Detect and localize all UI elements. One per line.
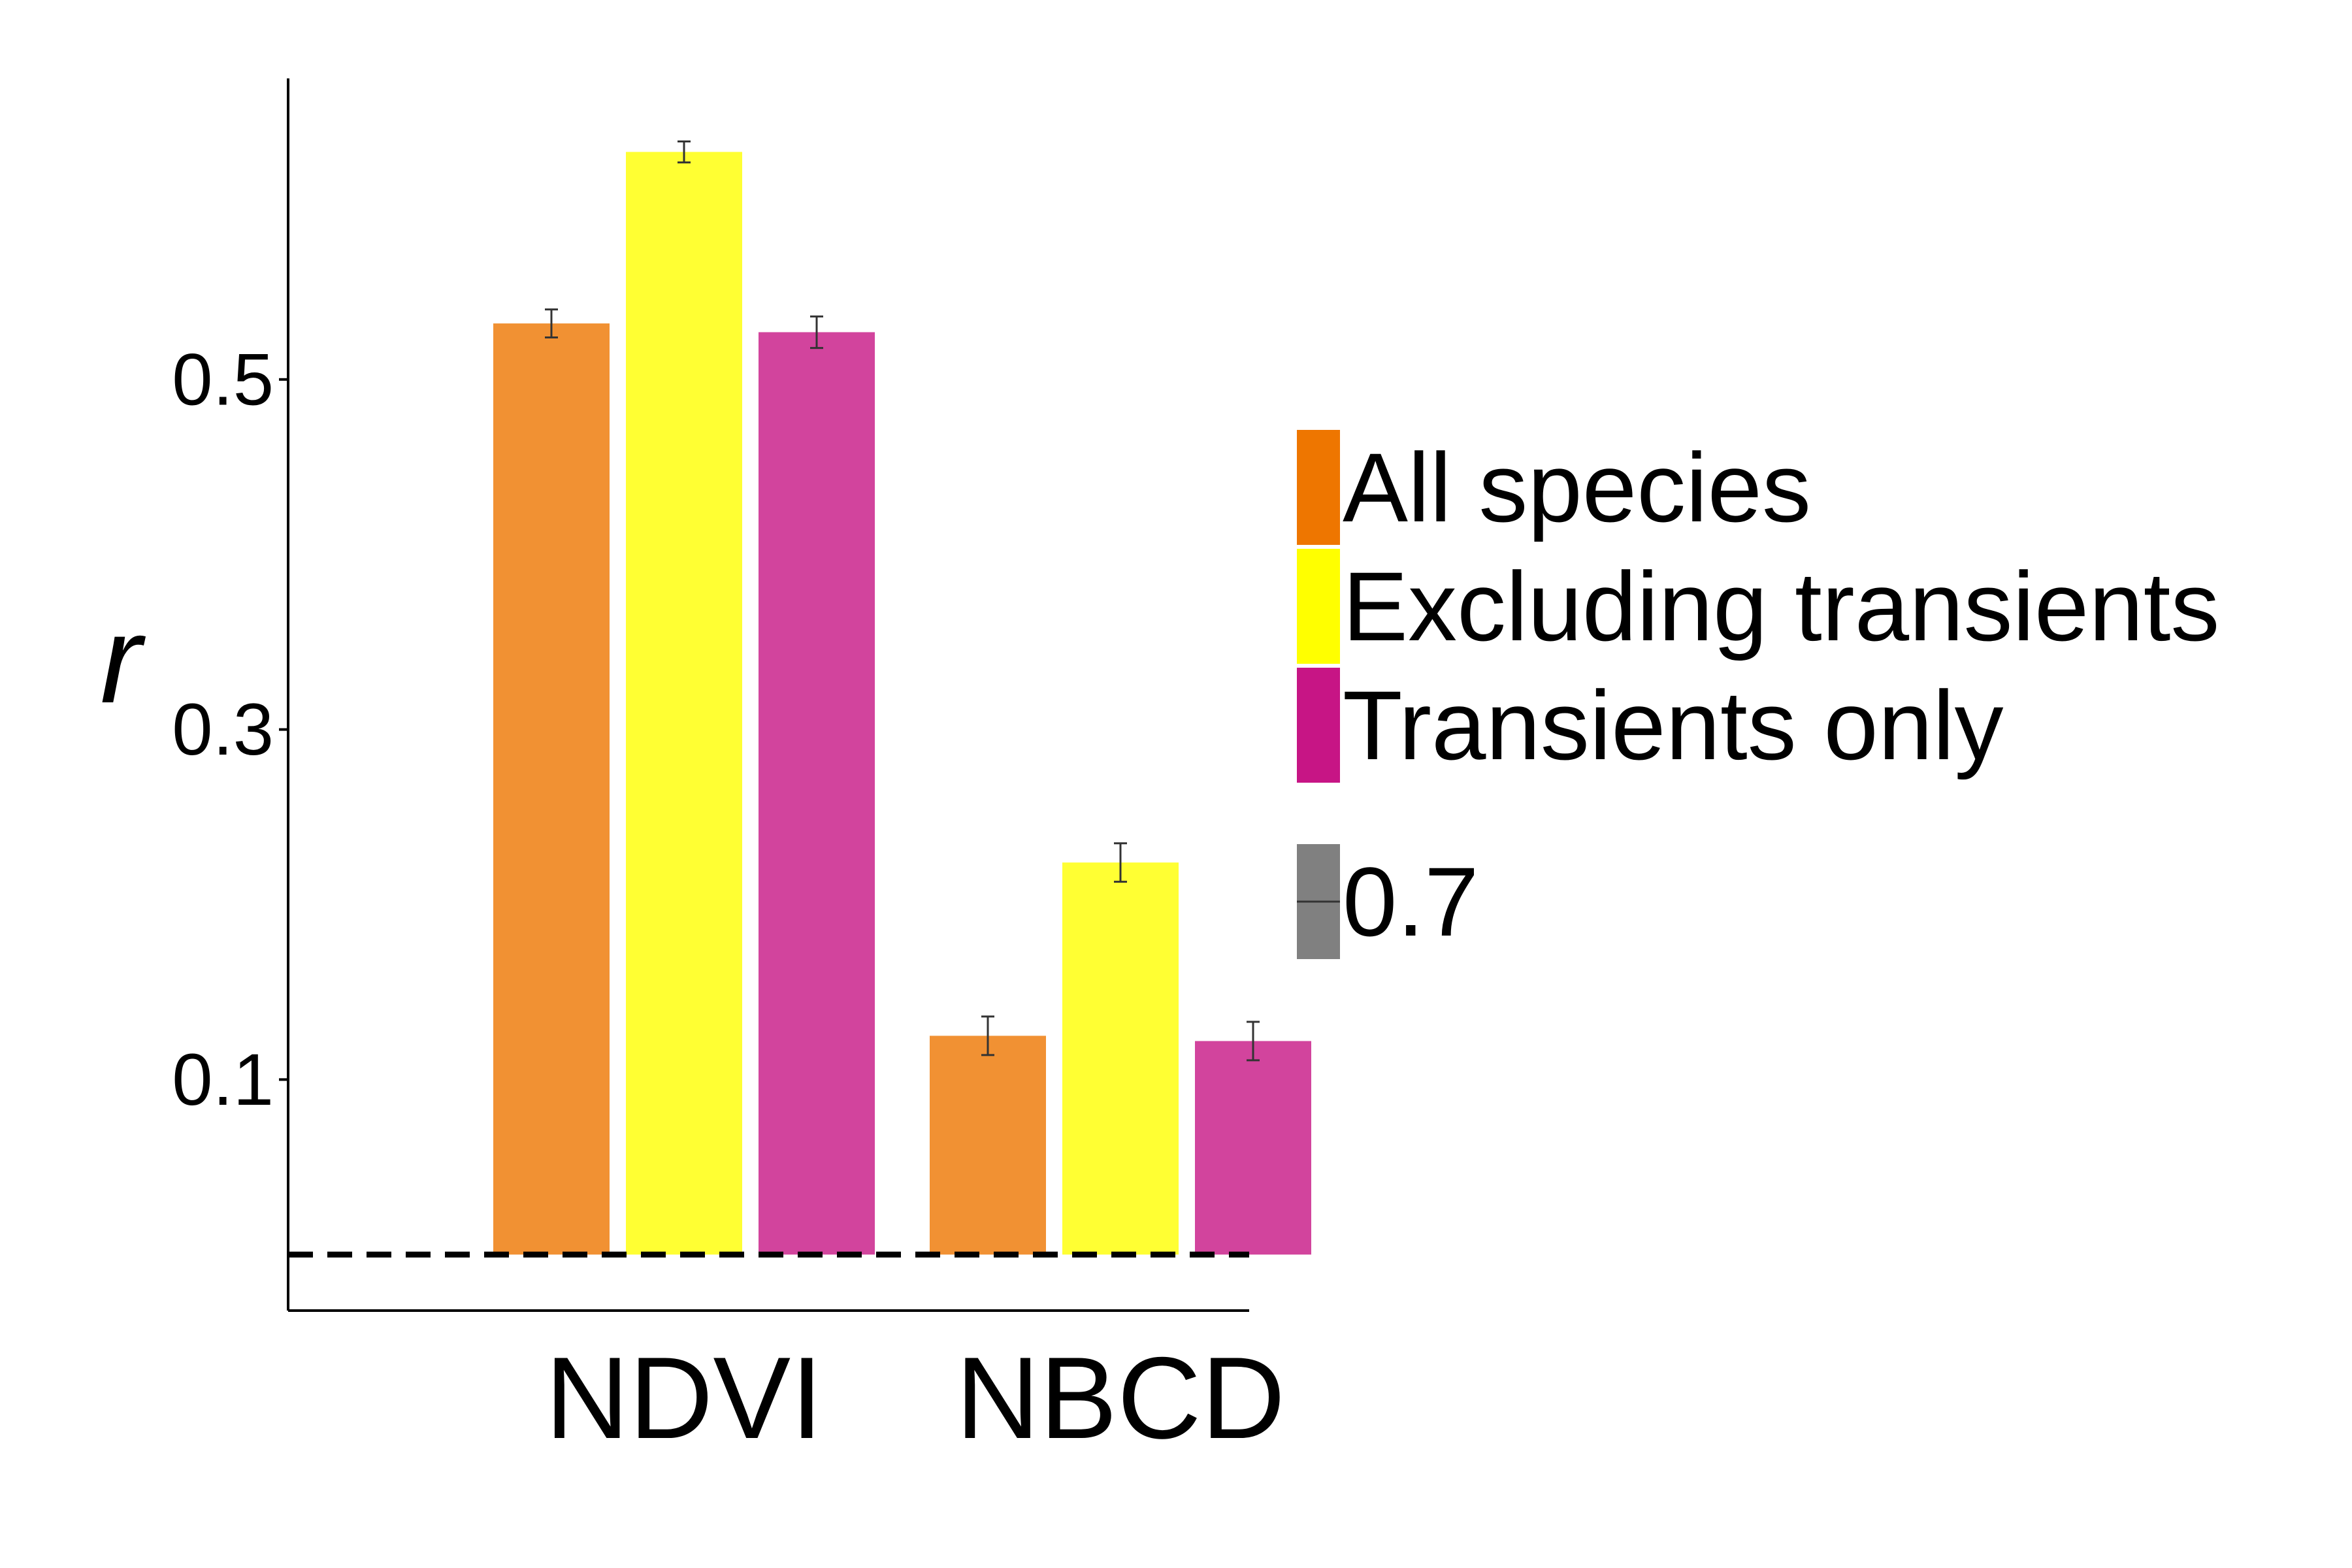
error-bars-group: [545, 140, 1260, 1062]
legend-label-all-species: All species: [1343, 433, 1811, 542]
legend-label-transients-only: Transients only: [1343, 670, 2004, 780]
legend-key-all-species: [1297, 430, 1340, 545]
y-axis-title: r: [100, 591, 146, 729]
bar-ndvi-transients-only: [759, 332, 875, 1255]
error-bar-nbcd-all-species: [981, 1015, 994, 1056]
y-tick-label: 0.3: [172, 689, 274, 770]
y-tick-label: 0.5: [172, 338, 274, 420]
x-tick-label-nbcd: NBCD: [956, 1333, 1285, 1463]
error-bar-ndvi-transients-only: [810, 315, 823, 350]
error-bar-ndvi-all-species: [545, 308, 558, 338]
x-tick-label-ndvi: NDVI: [545, 1333, 823, 1463]
bar-nbcd-excluding-transients: [1062, 862, 1179, 1255]
bar-nbcd-all-species: [930, 1036, 1046, 1255]
bars-group: [493, 152, 1311, 1255]
legend-key-transients-only: [1297, 668, 1340, 783]
error-bar-ndvi-excluding-transients: [678, 140, 691, 164]
bar-ndvi-all-species: [493, 323, 610, 1255]
legend-label-excluding-transients: Excluding transients: [1343, 551, 2219, 661]
legend-label-alpha: 0.7: [1343, 847, 1479, 956]
x-axis-ticks: NDVI NBCD: [545, 1333, 1285, 1463]
y-tick-label: 0.1: [172, 1039, 274, 1120]
error-bar-nbcd-excluding-transients: [1114, 842, 1127, 883]
error-bar-nbcd-transients-only: [1247, 1021, 1260, 1062]
bar-ndvi-excluding-transients: [626, 152, 742, 1255]
y-axis-ticks: 0.1 0.3 0.5: [172, 338, 288, 1120]
legend-key-excluding-transients: [1297, 549, 1340, 664]
bar-nbcd-transients-only: [1195, 1041, 1311, 1255]
